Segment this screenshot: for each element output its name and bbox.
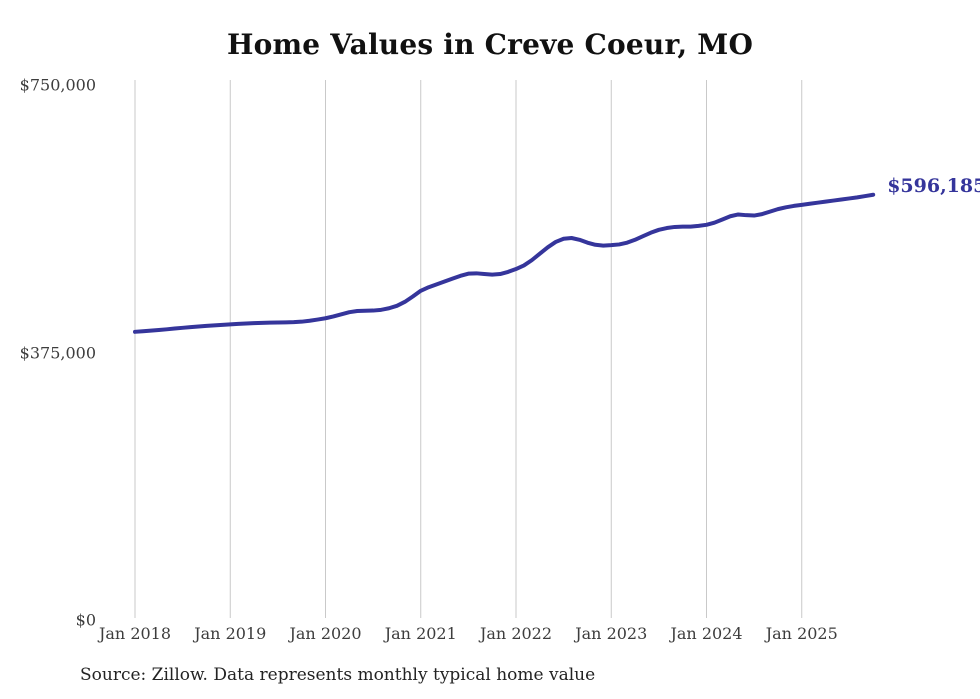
x-tick-label: Jan 2025 — [765, 624, 838, 643]
y-tick-label: $0 — [75, 610, 96, 630]
latest-value-label: $596,185 — [887, 174, 980, 197]
x-tick-label: Jan 2019 — [194, 624, 267, 643]
x-tick-label: Jan 2024 — [670, 624, 743, 643]
x-tick-label: Jan 2021 — [384, 624, 457, 643]
x-tick-label: Jan 2022 — [479, 624, 553, 643]
x-tick-label: Jan 2023 — [575, 624, 648, 643]
source-note: Source: Zillow. Data represents monthly … — [80, 665, 596, 685]
y-tick-label: $375,000 — [19, 343, 96, 362]
x-tick-label: Jan 2018 — [98, 624, 172, 643]
chart-title: Home Values in Creve Coeur, MO — [226, 28, 754, 61]
x-tick-label: Jan 2020 — [289, 624, 362, 643]
home-value-line — [133, 192, 876, 334]
y-tick-label: $750,000 — [19, 75, 96, 95]
